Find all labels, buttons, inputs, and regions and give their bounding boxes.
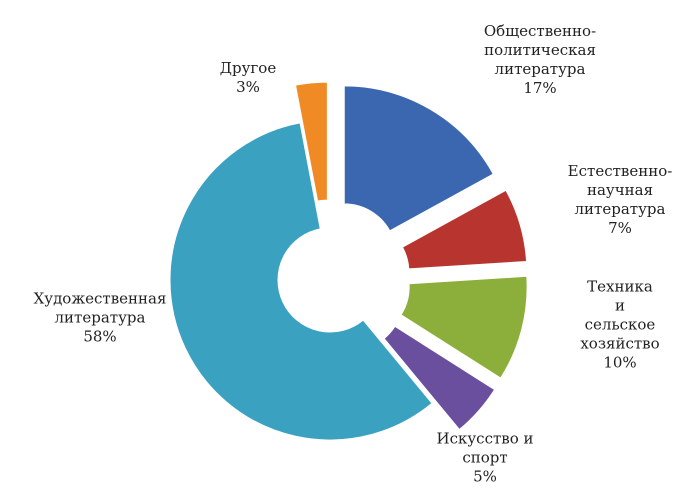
- slice-label: Другое 3%: [220, 59, 276, 97]
- slice-value: 10%: [603, 353, 637, 372]
- slice-label: Художественная литература 58%: [34, 290, 167, 347]
- slice-value: 3%: [236, 78, 260, 96]
- slice-value: 7%: [608, 219, 632, 237]
- slice-value: 5%: [473, 467, 497, 486]
- donut-slice: [343, 85, 494, 232]
- donut-slice: [401, 189, 528, 270]
- slice-label: Естественно- научная литература 7%: [568, 162, 673, 238]
- donut-slice: [169, 122, 433, 441]
- slice-label: Техника и сельское хозяйство 10%: [580, 278, 659, 373]
- slice-label: Искусство и спорт 5%: [436, 430, 533, 487]
- slice-name: Естественно- научная литература: [567, 162, 673, 218]
- slice-label: Общественно- политическая литература 17%: [484, 22, 596, 98]
- donut-slice: [400, 275, 528, 379]
- slice-name: Художественная литература: [33, 289, 167, 327]
- slice-value: 17%: [523, 79, 557, 97]
- slice-value: 58%: [83, 327, 117, 346]
- slice-name: Общественно- политическая литература: [483, 22, 597, 78]
- slice-name: Искусство и спорт: [436, 429, 534, 467]
- slice-name: Техника и сельское хозяйство: [580, 277, 660, 353]
- donut-slice: [383, 325, 496, 431]
- slice-name: Другое: [219, 59, 277, 77]
- donut-slice: [294, 81, 328, 202]
